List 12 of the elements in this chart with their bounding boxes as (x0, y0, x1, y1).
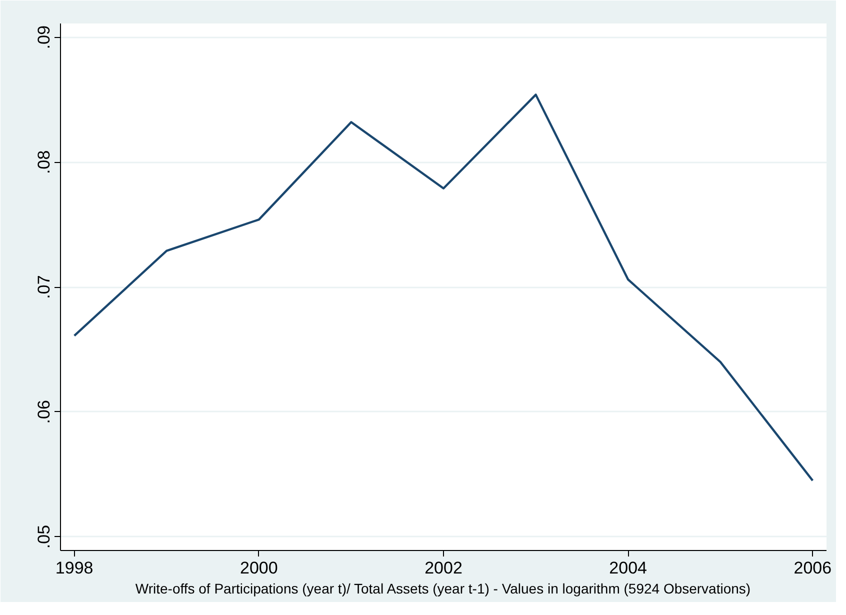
y-tick-label: .09 (34, 25, 54, 50)
x-tick-label: 2006 (794, 558, 832, 578)
x-tick-label: 2004 (609, 558, 647, 578)
y-tick-label: .08 (34, 150, 54, 174)
x-tick-label: 1998 (55, 558, 94, 578)
x-axis-title: Write-offs of Participations (year t)/ Total Assets (year t-1) - Values in logarithm (5924 Observations) (135, 580, 751, 596)
x-tick-label: 2002 (424, 558, 462, 578)
y-tick-label: .06 (34, 400, 54, 424)
y-tick-label: .07 (34, 275, 54, 299)
y-tick-label: .05 (34, 524, 54, 549)
x-tick-label: 2000 (240, 558, 278, 578)
line-series (73, 94, 814, 482)
